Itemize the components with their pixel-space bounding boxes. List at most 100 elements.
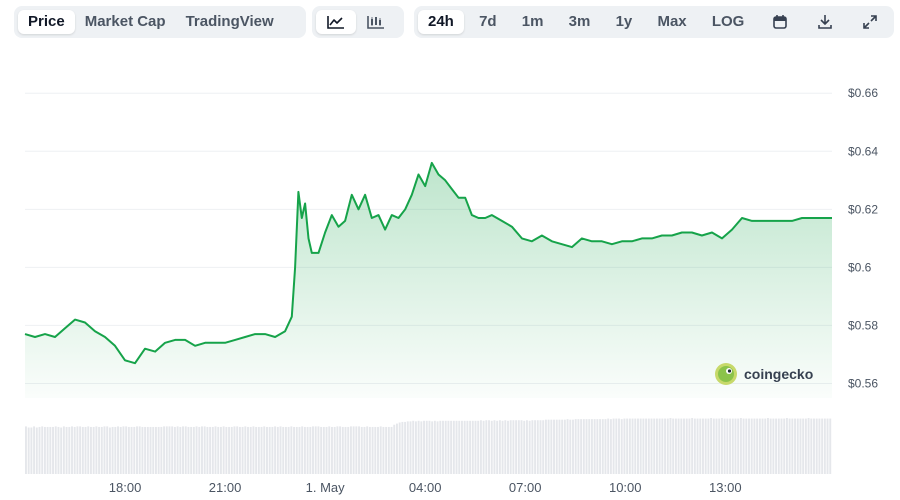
volume-bar [46, 426, 49, 474]
volume-bar [244, 426, 247, 474]
range-1y[interactable]: 1y [615, 13, 633, 30]
volume-bar [228, 426, 231, 474]
volume-bar [138, 426, 141, 474]
volume-bar [823, 418, 826, 474]
volume-bar [301, 426, 304, 474]
volume-bar [826, 418, 829, 474]
volume-bar [271, 426, 274, 474]
volume-bar [81, 426, 84, 474]
volume-bar [206, 426, 209, 474]
volume-bar [287, 426, 290, 474]
volume-bar [201, 426, 203, 474]
volume-bar [133, 426, 136, 474]
range-3m[interactable]: 3m [568, 13, 591, 30]
volume-bar [601, 419, 604, 474]
volume-bar [477, 420, 480, 474]
volume-bar [157, 426, 160, 474]
volume-bar [599, 419, 602, 474]
volume-bar [748, 418, 750, 474]
coingecko-watermark: coingecko [714, 362, 813, 386]
volume-bar [76, 426, 79, 474]
volume-bar [672, 418, 675, 474]
volume-bar [328, 426, 331, 474]
volume-bar [769, 418, 772, 474]
range-1m[interactable]: 1m [521, 13, 544, 30]
line-chart-icon[interactable] [316, 10, 356, 34]
volume-bar [322, 426, 325, 474]
volume-bar [447, 420, 450, 474]
volume-bar [618, 418, 620, 474]
volume-bar [737, 418, 740, 474]
volume-bar [455, 420, 458, 474]
volume-bar [745, 418, 748, 474]
range-7d[interactable]: 7d [479, 13, 497, 30]
volume-bar [810, 418, 813, 474]
volume-bar [829, 418, 832, 474]
volume-bar [517, 420, 520, 474]
volume-bar [756, 418, 759, 474]
volume-bar [528, 420, 531, 474]
x-tick-label: 1. May [306, 480, 346, 495]
volume-bar [688, 418, 691, 474]
price-line [24, 161, 832, 365]
volume-bar [802, 418, 805, 474]
volume-bar [79, 426, 82, 474]
volume-bar [114, 426, 117, 474]
tab-tradingview[interactable]: TradingView [185, 13, 274, 30]
metric-tab-group: Price Market Cap TradingView [14, 6, 306, 38]
volume-bar [645, 418, 648, 474]
volume-bar [431, 421, 434, 474]
expand-icon[interactable] [850, 10, 890, 34]
volume-bar [366, 426, 369, 474]
volume-bar [98, 426, 101, 474]
volume-bar [807, 418, 810, 474]
volume-bar [655, 418, 658, 474]
volume-bar [444, 420, 447, 474]
volume-bar [677, 418, 680, 474]
volume-bar [62, 426, 65, 474]
volume-bar [488, 420, 490, 474]
volume-bar [393, 424, 396, 474]
volume-bar [761, 418, 764, 474]
volume-bar [563, 419, 566, 474]
volume-bar [152, 426, 155, 474]
volume-bar [387, 426, 390, 474]
volume-bar [739, 418, 742, 474]
volume-bar [542, 420, 545, 474]
volume-bar [693, 418, 696, 474]
volume-bar [236, 426, 239, 474]
volume-bar [406, 421, 409, 474]
volume-bar [569, 419, 572, 474]
volume-bar [639, 418, 642, 474]
volume-bar [125, 426, 128, 474]
candlestick-chart-icon[interactable] [356, 10, 396, 34]
volume-bar [401, 421, 404, 474]
volume-bar [89, 426, 92, 474]
volume-bar [590, 419, 593, 474]
download-icon[interactable] [805, 10, 845, 34]
volume-bar [57, 426, 60, 474]
volume-bar [130, 426, 133, 474]
calendar-icon[interactable] [760, 10, 800, 34]
volume-bar [566, 419, 569, 474]
log-toggle[interactable]: LOG [711, 13, 745, 30]
volume-bar [374, 426, 377, 474]
range-max[interactable]: Max [657, 13, 687, 30]
volume-bar [344, 426, 347, 474]
volume-bar [30, 427, 33, 474]
volume-bar [555, 419, 558, 474]
range-24h[interactable]: 24h [418, 10, 464, 34]
volume-bar [71, 426, 73, 474]
tab-price[interactable]: Price [18, 10, 75, 34]
volume-bar [409, 421, 412, 474]
volume-bar [144, 426, 147, 474]
tab-market-cap[interactable]: Market Cap [84, 13, 166, 30]
volume-bar [255, 426, 258, 474]
volume-bar [241, 426, 244, 474]
volume-bar [783, 418, 786, 474]
volume-bar [504, 420, 507, 474]
volume-bar [726, 418, 729, 474]
volume-bar [525, 420, 528, 474]
volume-bar [661, 418, 664, 474]
